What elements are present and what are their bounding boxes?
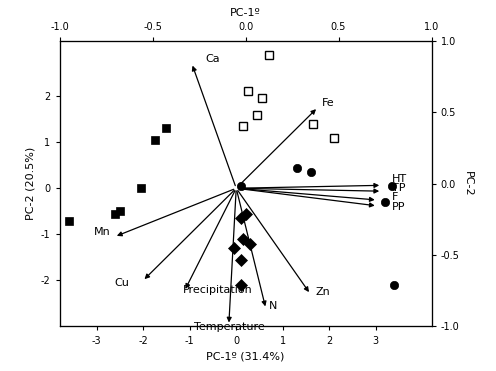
Text: Mn: Mn [94,227,111,237]
Text: Fe: Fe [322,98,335,108]
Y-axis label: PC-2 (20.5%): PC-2 (20.5%) [25,147,35,220]
Y-axis label: PC-2: PC-2 [463,171,473,197]
Text: N: N [269,301,277,311]
Text: Cu: Cu [115,278,129,288]
Text: Temperature: Temperature [194,322,265,332]
Text: TP: TP [392,183,406,193]
Text: Precipitation: Precipitation [183,285,252,295]
Text: F: F [392,193,398,203]
X-axis label: PC-1º (31.4%): PC-1º (31.4%) [206,351,285,361]
Text: Zn: Zn [315,287,330,297]
Text: Ca: Ca [205,54,220,64]
X-axis label: PC-1º: PC-1º [230,8,261,18]
Text: PP: PP [392,202,406,212]
Text: HT: HT [392,174,407,184]
